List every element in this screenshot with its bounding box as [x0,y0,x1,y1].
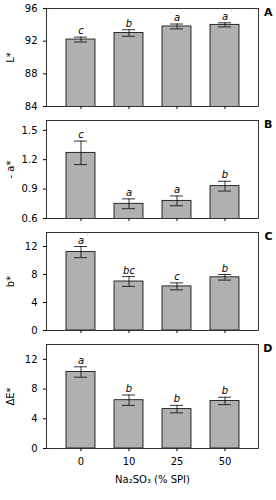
svg-text:L*: L* [5,52,16,63]
svg-text:- a*: - a* [5,161,16,179]
svg-text:0.9: 0.9 [22,183,38,194]
svg-text:bc: bc [123,265,135,276]
svg-text:b: b [222,385,228,396]
svg-text:C: C [264,230,272,243]
svg-text:A: A [264,6,273,19]
svg-text:b: b [174,393,180,404]
svg-text:a: a [222,11,228,22]
svg-text:88: 88 [25,68,38,79]
svg-text:c: c [174,271,180,282]
svg-text:c: c [78,129,84,140]
svg-text:ΔE*: ΔE* [5,387,16,405]
svg-text:8: 8 [31,269,37,280]
svg-text:a: a [78,355,84,366]
svg-text:c: c [78,25,84,36]
svg-text:8: 8 [31,383,37,394]
svg-text:0.6: 0.6 [22,213,38,224]
svg-text:b: b [222,169,228,180]
svg-text:12: 12 [25,241,38,252]
svg-text:b*: b* [5,276,16,287]
svg-text:96: 96 [25,3,38,14]
svg-text:25: 25 [171,456,184,467]
svg-text:92: 92 [25,35,38,46]
svg-text:4: 4 [31,413,37,424]
svg-text:a: a [126,187,132,198]
svg-text:12: 12 [25,354,38,365]
svg-text:4: 4 [31,297,37,308]
svg-text:1.5: 1.5 [22,125,38,136]
svg-text:0: 0 [31,443,37,454]
svg-text:D: D [263,342,272,355]
svg-text:0: 0 [78,456,84,467]
svg-text:a: a [174,12,180,23]
svg-text:50: 50 [219,456,232,467]
svg-text:10: 10 [123,456,136,467]
svg-text:Na₂SO₃ (% SPI): Na₂SO₃ (% SPI) [115,474,190,485]
svg-text:1.2: 1.2 [22,154,38,165]
svg-text:b: b [222,263,228,274]
svg-text:0: 0 [31,325,37,336]
svg-text:B: B [264,118,272,131]
svg-text:84: 84 [25,101,38,112]
svg-text:a: a [78,235,84,246]
svg-text:a: a [174,184,180,195]
svg-text:b: b [126,18,132,29]
svg-text:b: b [126,383,132,394]
